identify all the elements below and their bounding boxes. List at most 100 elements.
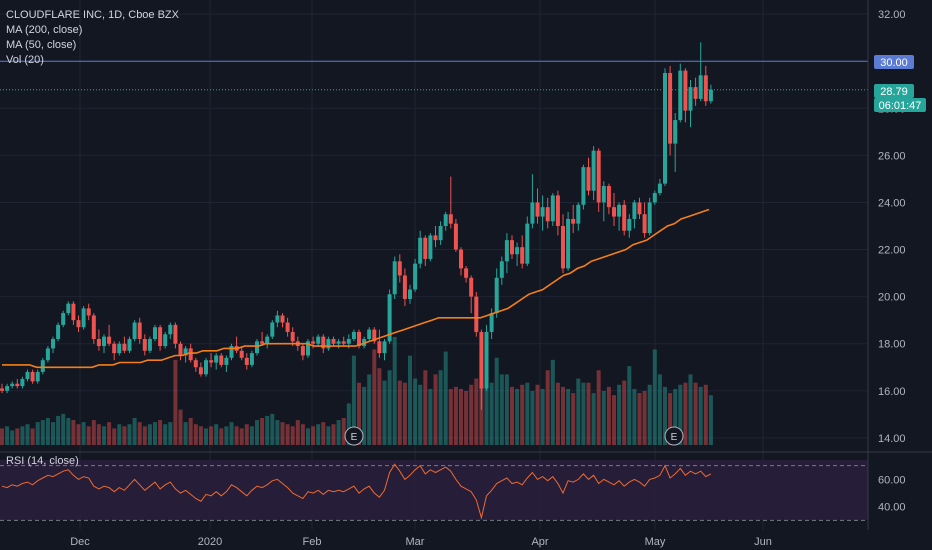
volume-bar [81, 422, 86, 445]
candle-body [244, 357, 249, 365]
candle [127, 336, 132, 354]
volume-bar [219, 428, 224, 445]
candle-body [300, 346, 305, 356]
volume-bar [56, 415, 61, 445]
candle [698, 42, 703, 102]
earnings-circle [344, 426, 364, 446]
rsi-axis[interactable]: 60.00 40.00 [878, 474, 906, 513]
volume-bar [351, 355, 356, 445]
volume-bar [510, 386, 514, 445]
chart-legend: CLOUDFLARE INC, 1D, Cboe BZX MA (200, cl… [6, 8, 179, 68]
volume-bar [652, 349, 657, 445]
candle-body [555, 195, 560, 226]
candle [622, 200, 627, 236]
candle [647, 197, 652, 236]
candle [637, 197, 642, 219]
candle [418, 230, 423, 269]
candle-body [372, 329, 377, 342]
volume-bar [418, 384, 423, 445]
candle-body [198, 367, 203, 375]
volume-bar [698, 386, 703, 445]
candle-body [326, 339, 331, 349]
volume-bar [91, 420, 96, 445]
candle-body [260, 341, 265, 344]
candle [540, 195, 545, 231]
candle [71, 301, 76, 325]
volume-bar [153, 422, 157, 445]
candle-body [448, 214, 453, 224]
candle [66, 301, 71, 316]
volume-bar [270, 413, 275, 445]
volume-bar [596, 370, 601, 445]
candle [642, 202, 647, 238]
volume-bar [387, 370, 392, 445]
ma200-legend[interactable]: MA (200, close) [6, 24, 83, 36]
candle [392, 256, 397, 299]
candle [494, 268, 499, 318]
volume-bar [382, 380, 387, 445]
volume-legend[interactable]: Vol (20) [6, 54, 44, 66]
candle [275, 310, 280, 328]
candle-body [147, 339, 152, 351]
volume-bar [581, 382, 586, 445]
candle-body [214, 355, 219, 363]
volume-bar [622, 380, 627, 445]
candle [40, 357, 45, 375]
volume-bar [586, 382, 591, 445]
candle [280, 313, 285, 328]
volume-bar [545, 370, 550, 445]
volume-bar [275, 420, 280, 445]
candle [45, 346, 50, 363]
volume-bar [484, 380, 489, 445]
candle-body [66, 303, 71, 314]
volume-bar [306, 428, 310, 445]
candle [535, 188, 540, 224]
candle-body [413, 263, 418, 290]
candle [566, 211, 571, 271]
candle [474, 291, 479, 337]
candle-body [306, 341, 310, 356]
candle [178, 341, 183, 361]
candle-body [321, 336, 326, 349]
candle [499, 256, 504, 285]
candle-body [586, 167, 591, 191]
volume-bar [147, 424, 152, 445]
time-axis[interactable]: Dec 2020 Feb Mar Apr May Jun [70, 536, 772, 548]
volume-bar [357, 382, 361, 445]
candle-body [91, 315, 96, 339]
candle-body [275, 315, 280, 323]
candle [663, 68, 667, 186]
rsi-legend[interactable]: RSI (14, close) [6, 455, 79, 467]
volume-bar [40, 420, 45, 445]
volume-bar [367, 374, 372, 445]
volume-bar [102, 426, 106, 445]
volume-bar [612, 395, 616, 445]
ma50-legend[interactable]: MA (50, close) [6, 39, 77, 51]
candle [617, 202, 622, 231]
candle [341, 336, 346, 347]
candle [137, 317, 142, 344]
candle [321, 334, 326, 354]
candle [147, 336, 152, 354]
price-tick-label: 18.00 [878, 339, 906, 351]
candle [255, 339, 259, 356]
volume-bar [657, 374, 662, 445]
candle [153, 324, 157, 342]
volume-bars [0, 337, 713, 445]
candle [86, 303, 91, 321]
symbol-title[interactable]: CLOUDFLARE INC, 1D, Cboe BZX [6, 9, 179, 21]
volume-bar [362, 386, 367, 445]
candle-body [311, 341, 316, 344]
candle [107, 324, 112, 347]
volume-bar [561, 386, 565, 445]
candle-body [10, 383, 15, 387]
candle [413, 258, 418, 292]
volume-bar [576, 378, 581, 445]
volume-bar [86, 426, 91, 445]
candle-body [438, 226, 443, 241]
candle-body [112, 343, 117, 354]
candle-body [668, 72, 673, 144]
candle [193, 357, 198, 372]
time-tick-label: 2020 [198, 536, 222, 548]
